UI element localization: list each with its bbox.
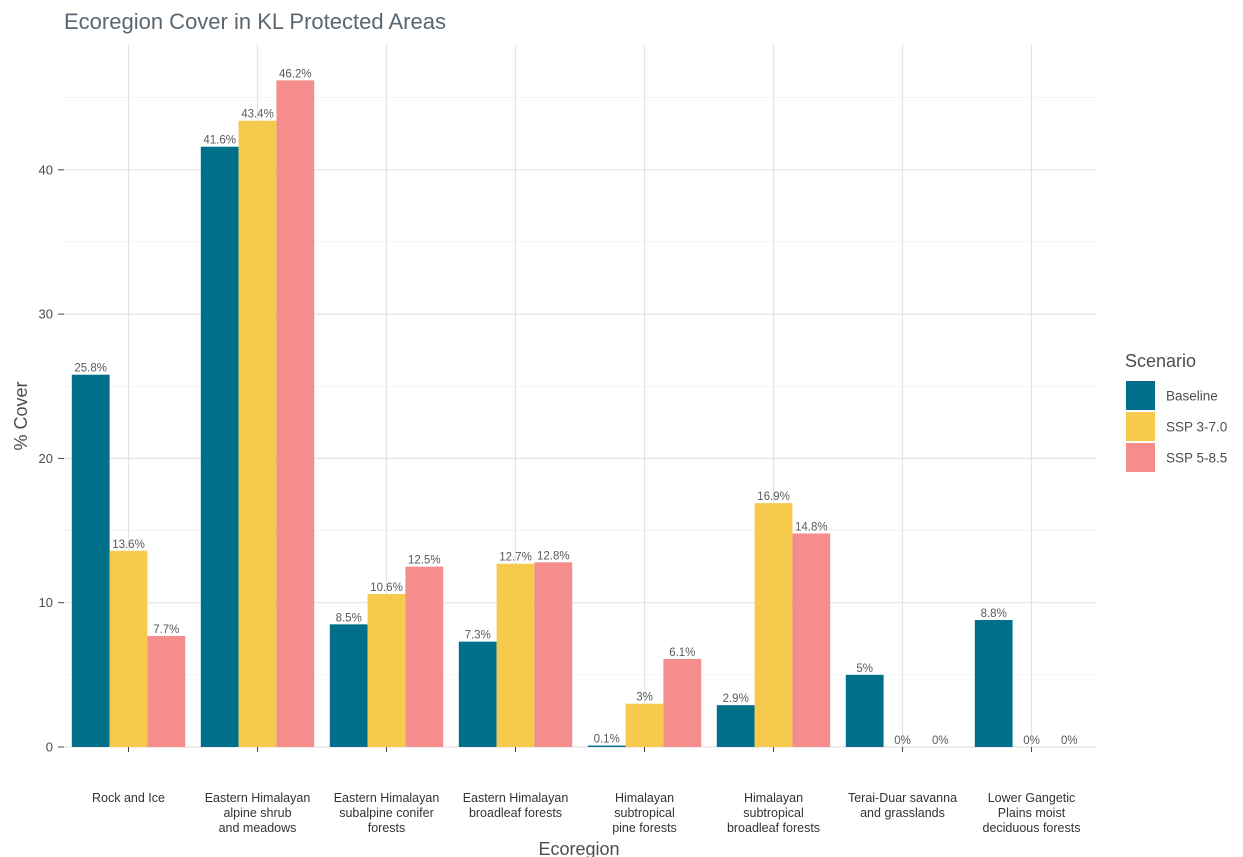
data-label: 12.8% — [537, 550, 570, 562]
data-label: 7.3% — [465, 630, 491, 642]
y-tick-label: 0 — [46, 740, 53, 755]
bar — [496, 563, 535, 747]
data-label: 10.6% — [370, 582, 403, 594]
data-label: 6.1% — [669, 647, 695, 659]
bar — [147, 635, 186, 747]
legend-label: Baseline — [1166, 389, 1218, 404]
y-tick-label: 10 — [39, 595, 53, 610]
bar — [458, 641, 497, 747]
data-label: 3% — [636, 692, 653, 704]
data-label: 0.1% — [594, 734, 620, 746]
bar — [625, 703, 664, 747]
data-label: 8.8% — [981, 608, 1007, 620]
legend-label: SSP 3-7.0 — [1166, 420, 1227, 435]
bar — [587, 745, 626, 747]
x-tick-label: Lower Gangetic Plains moist deciduous fore… — [983, 791, 1081, 835]
data-label: 0% — [932, 735, 949, 747]
bar — [405, 566, 444, 747]
x-tick-label: Rock and Ice — [92, 791, 165, 805]
bar — [367, 594, 406, 747]
bar — [754, 503, 793, 747]
data-label: 5% — [856, 663, 873, 675]
data-label: 25.8% — [74, 363, 107, 375]
legend-key — [1126, 443, 1155, 472]
chart-title: Ecoregion Cover in KL Protected Areas — [64, 9, 446, 34]
bar — [792, 533, 831, 747]
bar — [663, 658, 702, 747]
data-label: 12.5% — [408, 555, 441, 567]
x-axis-title: Ecoregion — [538, 839, 619, 857]
y-tick-label: 20 — [39, 451, 53, 466]
x-tick-label: Himalayan subtropical pine forests — [612, 791, 677, 835]
data-label: 0% — [1061, 735, 1078, 747]
data-label: 7.7% — [153, 624, 179, 636]
legend-key — [1126, 412, 1155, 441]
bar — [238, 120, 277, 748]
x-tick-label: Eastern Himalayan subalpine conifer forest… — [334, 791, 440, 835]
legend-title: Scenario — [1125, 351, 1196, 371]
x-axis: Rock and Ice Eastern Himalayan alpine shru… — [92, 747, 1080, 835]
y-tick-label: 30 — [39, 307, 53, 322]
data-label: 13.6% — [112, 539, 145, 551]
bar — [276, 80, 315, 748]
data-label: 43.4% — [241, 109, 274, 121]
bar — [109, 550, 148, 747]
data-label: 16.9% — [757, 491, 790, 503]
legend-label: SSP 5-8.5 — [1166, 451, 1227, 466]
x-tick-label: Himalayan subtropical broadleaf forests — [727, 791, 820, 835]
y-tick-label: 40 — [39, 162, 53, 177]
data-label: 2.9% — [723, 693, 749, 705]
y-axis-title: % Cover — [11, 381, 31, 450]
data-label: 8.5% — [336, 612, 362, 624]
data-label: 12.7% — [499, 552, 532, 564]
legend: Scenario Baseline SSP 3-7.0 SSP 5-8.5 — [1125, 351, 1227, 472]
data-label: 0% — [894, 735, 911, 747]
data-label: 41.6% — [203, 135, 236, 147]
bar — [71, 374, 110, 747]
bar — [534, 562, 573, 747]
bars: 25.8% 13.6% 7.7% 41.6% 43.4% 46.2% 8.5% 10.6% 12… — [71, 68, 1078, 748]
bar — [845, 674, 884, 747]
x-tick-label: Terai-Duar savanna and grasslands — [848, 791, 957, 820]
bar — [200, 146, 239, 747]
data-label: 46.2% — [279, 68, 312, 80]
bar — [716, 705, 755, 747]
legend-key — [1126, 381, 1155, 410]
y-axis: 0 10 20 30 40 — [39, 162, 64, 755]
x-tick-label: Eastern Himalayan broadleaf forests — [463, 791, 569, 820]
data-label: 14.8% — [795, 521, 828, 533]
bar — [329, 624, 368, 747]
x-tick-label: Eastern Himalayan alpine shrub and meadows — [205, 791, 311, 835]
bar — [974, 620, 1013, 747]
data-label: 0% — [1023, 735, 1040, 747]
